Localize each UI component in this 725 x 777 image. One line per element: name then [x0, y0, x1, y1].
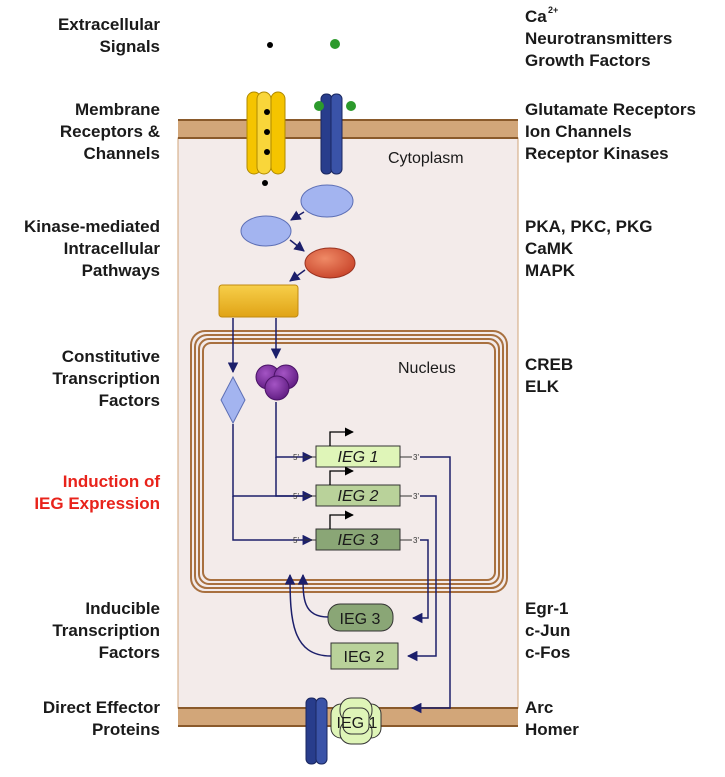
left-label-membrane: Membrane Receptors & Channels	[60, 100, 160, 163]
svg-text:Inducible: Inducible	[85, 599, 160, 618]
ieg2-three-prime: 3'	[413, 492, 419, 501]
protein-ieg2-label: IEG 2	[344, 649, 385, 666]
arrow-diamond-ieg3	[232, 496, 314, 546]
arrow-k2-k3	[289, 239, 305, 252]
gene-ieg3: 5' IEG 3 3'	[293, 510, 419, 551]
svg-text:c-Jun: c-Jun	[525, 621, 570, 640]
svg-text:Glutamate Receptors: Glutamate Receptors	[525, 100, 696, 119]
svg-text:IEG Expression: IEG Expression	[34, 494, 160, 513]
arrow-ieg2-protein	[406, 495, 437, 662]
nucleus-label: Nucleus	[398, 360, 456, 377]
left-label-extracellular: Extracellular Signals	[58, 15, 160, 56]
svg-text:CaMK: CaMK	[525, 239, 574, 258]
right-label-tfs: CREB ELK	[525, 355, 573, 396]
svg-text:Neurotransmitters: Neurotransmitters	[525, 29, 672, 48]
svg-text:MAPK: MAPK	[525, 261, 576, 280]
effector-ieg1-protein	[330, 697, 382, 745]
top-membrane	[178, 119, 518, 139]
ieg2-gene-label: IEG 2	[338, 488, 379, 505]
ieg3-gene-label: IEG 3	[338, 532, 379, 549]
protein-ieg3-label: IEG 3	[340, 611, 381, 628]
svg-text:Egr-1: Egr-1	[525, 599, 568, 618]
svg-text:Transcription: Transcription	[52, 621, 160, 640]
svg-text:Ion Channels: Ion Channels	[525, 122, 632, 141]
ligand-dot	[330, 39, 340, 49]
kinase-blob-3	[304, 247, 356, 279]
left-label-effector: Direct Effector Proteins	[43, 698, 161, 739]
gene-ieg2: 5' IEG 2 3'	[293, 466, 419, 507]
svg-text:Homer: Homer	[525, 720, 579, 739]
tf-diamond	[220, 375, 246, 425]
arrow-ieg3-reentry	[297, 573, 329, 618]
svg-text:Channels: Channels	[83, 144, 160, 163]
ieg3-three-prime: 3'	[413, 536, 419, 545]
svg-text:ELK: ELK	[525, 377, 560, 396]
kinase-complex	[218, 284, 299, 318]
svg-text:Growth Factors: Growth Factors	[525, 51, 651, 70]
svg-text:Kinase-mediated: Kinase-mediated	[24, 217, 160, 236]
svg-text:Factors: Factors	[99, 643, 160, 662]
right-label-signals: Ca 2+ Neurotransmitters Growth Factors	[525, 5, 672, 70]
left-label-constitutive: Constitutive Transcription Factors	[52, 347, 160, 410]
left-label-inducible: Inducible Transcription Factors	[52, 599, 160, 662]
right-label-receptors: Glutamate Receptors Ion Channels Recepto…	[525, 100, 696, 163]
arrow-ieg2-reentry	[284, 573, 332, 657]
kinase-blob-2	[240, 215, 292, 247]
ieg1-five-prime: 5'	[293, 453, 299, 462]
svg-text:Receptors &: Receptors &	[60, 122, 160, 141]
svg-text:Receptor Kinases: Receptor Kinases	[525, 144, 669, 163]
svg-text:Proteins: Proteins	[92, 720, 160, 739]
left-label-induction: Induction of IEG Expression	[34, 472, 160, 513]
left-label-kinase: Kinase-mediated Intracellular Pathways	[24, 217, 160, 280]
arrow-ieg1-effector	[410, 456, 451, 714]
svg-text:2+: 2+	[548, 5, 558, 15]
svg-text:PKA, PKC, PKG: PKA, PKC, PKG	[525, 217, 653, 236]
arrow-k3-complex	[289, 269, 306, 282]
ieg1-three-prime: 3'	[413, 453, 419, 462]
svg-text:Induction of: Induction of	[63, 472, 161, 491]
svg-text:Constitutive: Constitutive	[62, 347, 160, 366]
right-label-kinases: PKA, PKC, PKG CaMK MAPK	[525, 217, 653, 280]
arrow-ieg3-protein	[411, 539, 429, 624]
ieg2-five-prime: 5'	[293, 492, 299, 501]
ieg1-gene-label: IEG 1	[338, 449, 379, 466]
svg-text:CREB: CREB	[525, 355, 573, 374]
svg-text:Factors: Factors	[99, 391, 160, 410]
svg-text:Membrane: Membrane	[75, 100, 160, 119]
kinase-blob-1	[300, 184, 354, 218]
svg-text:Extracellular: Extracellular	[58, 15, 160, 34]
ieg3-five-prime: 5'	[293, 536, 299, 545]
cytoplasm-label: Cytoplasm	[388, 150, 464, 167]
svg-text:Arc: Arc	[525, 698, 553, 717]
calcium-ion-dot	[267, 42, 273, 48]
svg-text:c-Fos: c-Fos	[525, 643, 570, 662]
right-label-inducible: Egr-1 c-Jun c-Fos	[525, 599, 570, 662]
ion-channel	[246, 91, 286, 186]
effector-channel	[305, 697, 328, 765]
arrow-k1-k2	[290, 210, 305, 221]
svg-text:Pathways: Pathways	[82, 261, 160, 280]
protein-ieg2	[330, 642, 399, 670]
svg-text:Signals: Signals	[100, 37, 160, 56]
gene-ieg1: 5' IEG 1 3'	[293, 427, 419, 468]
svg-text:Direct Effector: Direct Effector	[43, 698, 161, 717]
effector-ieg1-label: IEG 1	[337, 715, 378, 732]
svg-text:Intracellular: Intracellular	[64, 239, 161, 258]
svg-text:Ca: Ca	[525, 7, 547, 26]
svg-text:Transcription: Transcription	[52, 369, 160, 388]
tf-purple-cluster	[255, 364, 299, 401]
glutamate-receptor	[314, 93, 356, 175]
right-label-effectors: Arc Homer	[525, 698, 579, 739]
